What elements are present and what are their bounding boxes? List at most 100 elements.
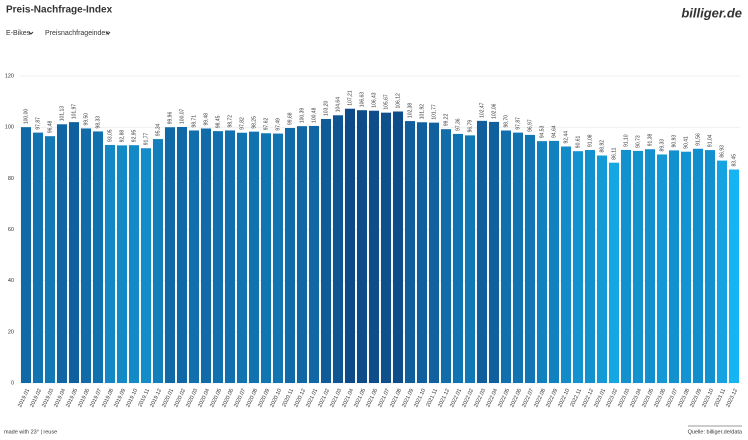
value-label: 88,92: [599, 140, 605, 153]
bar: [692, 148, 704, 383]
value-label: 97,62: [263, 118, 269, 131]
value-label: 90,73: [635, 135, 641, 148]
x-tick-label: 2023.12: [725, 388, 739, 409]
value-label: 98,71: [191, 115, 197, 128]
value-label: 92,44: [563, 131, 569, 144]
bar: [284, 127, 296, 383]
bar: [512, 132, 524, 383]
bar: [224, 130, 236, 383]
footer-right: Quelle: billiger.de/data: [688, 429, 743, 435]
bar: [320, 118, 332, 383]
value-label: 103,20: [323, 100, 329, 116]
bar: [272, 133, 284, 383]
bar: [596, 155, 608, 383]
bar: [80, 128, 92, 383]
bar: [500, 130, 512, 383]
bar: [128, 145, 140, 383]
bar: [572, 151, 584, 383]
bar: [584, 149, 596, 383]
value-label: 91,38: [647, 133, 653, 146]
bar: [716, 160, 728, 383]
bar: [656, 154, 668, 383]
value-label: 102,38: [407, 103, 413, 119]
value-label: 91,04: [707, 134, 713, 147]
value-label: 106,43: [371, 92, 377, 108]
value-label: 100,07: [179, 108, 185, 124]
bar: [380, 112, 392, 383]
value-label: 99,48: [203, 113, 209, 126]
bar: [332, 115, 344, 384]
value-label: 97,82: [239, 117, 245, 130]
bar: [536, 141, 548, 383]
bar: [452, 133, 464, 383]
bar: [464, 135, 476, 383]
value-label: 91,08: [587, 134, 593, 147]
value-label: 98,45: [215, 115, 221, 128]
filter[interactable]: Preisnachfrageindex: [45, 30, 109, 37]
bar: [632, 150, 644, 383]
value-label: 94,53: [539, 125, 545, 138]
y-tick-label: 120: [5, 73, 14, 79]
title: Preis-Nachfrage-Index: [6, 5, 113, 16]
value-label: 92,95: [131, 129, 137, 142]
value-label: 107,21: [347, 90, 353, 106]
y-tick-label: 80: [8, 176, 14, 182]
bar: [428, 122, 440, 383]
bar: [260, 133, 272, 383]
bar: [644, 149, 656, 383]
value-label: 100,48: [311, 107, 317, 123]
value-label: 90,61: [575, 135, 581, 148]
bar: [392, 111, 404, 383]
value-label: 104,64: [335, 97, 341, 113]
value-label: 102,47: [479, 102, 485, 118]
y-tick-label: 20: [8, 329, 14, 335]
bar: [668, 150, 680, 383]
bar: [608, 162, 620, 383]
bar: [20, 127, 32, 384]
chevron: [105, 31, 111, 35]
value-label: 99,68: [287, 112, 293, 125]
value-label: 99,96: [167, 112, 173, 125]
value-label: 106,12: [395, 93, 401, 109]
value-label: 96,79: [467, 120, 473, 133]
bar: [44, 136, 56, 383]
bar: [68, 122, 80, 384]
bar: [152, 139, 164, 383]
value-label: 94,64: [551, 125, 557, 138]
bar: [32, 132, 44, 383]
bar: [104, 144, 116, 383]
value-label: 83,45: [731, 154, 737, 167]
bar: [368, 110, 380, 383]
bar: [560, 146, 572, 383]
bar: [680, 151, 692, 383]
bar: [416, 122, 428, 383]
value-label: 98,72: [227, 115, 233, 128]
value-label: 90,93: [671, 135, 677, 148]
y-tick-label: 40: [8, 278, 14, 284]
value-label: 100,39: [299, 108, 305, 124]
value-label: 99,50: [83, 113, 89, 126]
value-label: 98,70: [503, 115, 509, 128]
value-label: 101,92: [419, 104, 425, 120]
value-label: 101,97: [71, 104, 77, 120]
value-label: 101,77: [431, 104, 437, 120]
value-label: 91,10: [623, 134, 629, 147]
filter[interactable]: E-Bikes: [6, 30, 31, 37]
bar: [296, 126, 308, 383]
value-label: 99,22: [443, 113, 449, 126]
value-label: 90,41: [683, 136, 689, 149]
value-label: 98,33: [95, 116, 101, 129]
bar: [200, 128, 212, 383]
value-label: 102,06: [491, 103, 497, 119]
value-label: 93,05: [107, 129, 113, 142]
bar: [440, 129, 452, 383]
value-label: 95,34: [155, 123, 161, 136]
value-label: 97,49: [275, 118, 281, 131]
value-label: 96,97: [527, 119, 533, 132]
bar: [308, 125, 320, 384]
value-label: 92,88: [119, 130, 125, 143]
bar: [704, 150, 716, 383]
value-label: 101,13: [59, 106, 65, 122]
